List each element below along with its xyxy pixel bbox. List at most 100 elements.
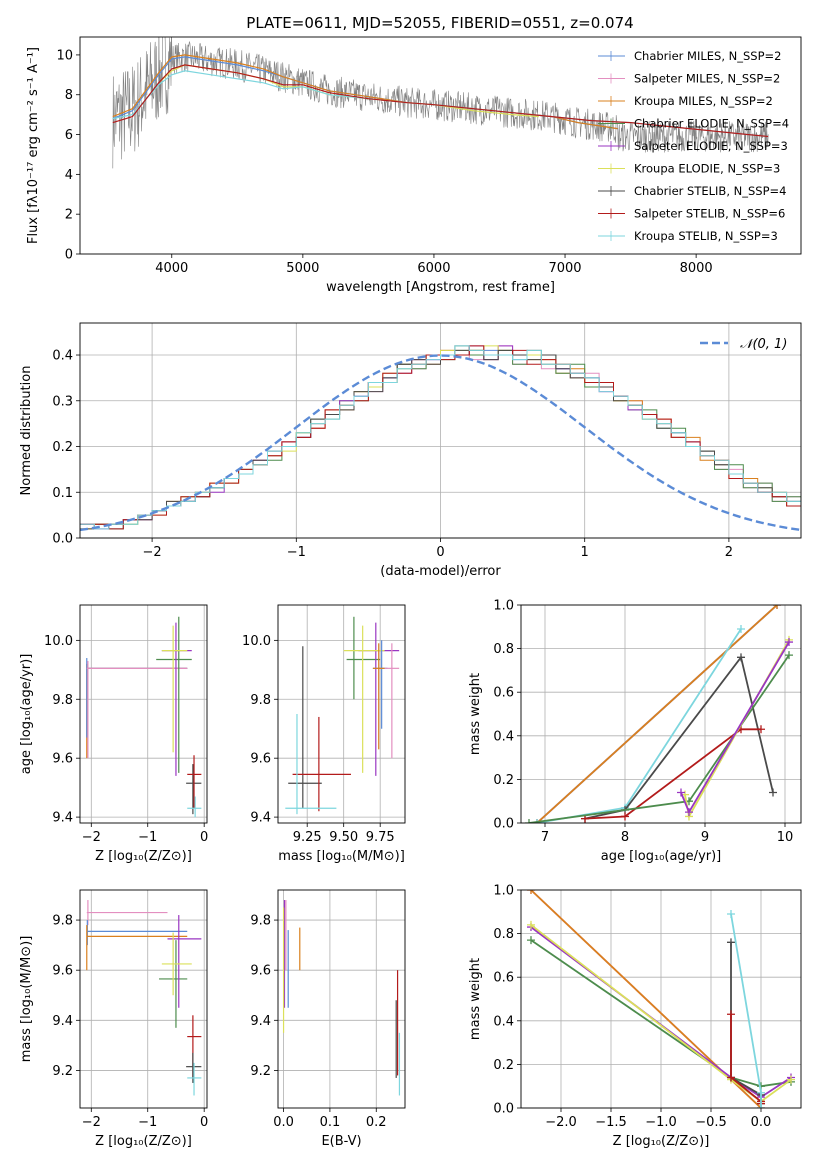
y-tick-label: 0.2 — [493, 1058, 514, 1073]
plot-area — [282, 900, 401, 1096]
point-kroupa-elodie — [161, 625, 188, 753]
gridlines — [80, 605, 207, 823]
x-tick-label: 4000 — [155, 261, 188, 276]
marker — [757, 725, 765, 734]
panel-weight-vs-age: 7 8 9 10 0.0 0.2 0.4 0.6 0.8 1.0 age [log₁₀(age/yr… — [468, 599, 802, 864]
histogram-kroupa-stelib — [80, 345, 801, 530]
marker — [737, 624, 745, 633]
y-tick-label: 9.6 — [52, 964, 73, 979]
x-tick-label: 0 — [436, 545, 444, 560]
marker — [785, 651, 793, 660]
panel-mass-vs-EBV: 0.0 0.1 0.2 9.2 9.4 9.6 9.8 E(B-V) — [250, 889, 406, 1149]
line — [530, 939, 792, 1088]
point-chabrier-elodie — [346, 616, 381, 700]
line — [584, 728, 761, 820]
legend-entry: Chabrier MILES, N_SSP=2 — [634, 49, 781, 63]
y-tick-label: 0.6 — [493, 971, 514, 986]
y-tick-label: 0 — [65, 248, 73, 263]
legend-entry: Chabrier STELIB, N_SSP=4 — [634, 184, 786, 198]
x-tick-label: 2 — [725, 545, 733, 560]
marker — [737, 653, 745, 662]
panel-spectrum: 4000 5000 6000 7000 8000 0 2 4 6 8 10 wavelength [A… — [26, 36, 802, 295]
x-tick-label: 9 — [701, 830, 709, 845]
plot-area — [285, 616, 400, 815]
marker — [527, 890, 535, 894]
x-axis-label: (data-model)/error — [380, 564, 501, 579]
legend-entry: 𝒩(0, 1) — [740, 337, 787, 352]
y-axis-label: mass [log₁₀(M/M⊙)] — [19, 936, 34, 1063]
x-tick-label: 7 — [541, 830, 549, 845]
x-tick-label: 0 — [200, 830, 208, 845]
legend: Chabrier MILES, N_SSP=2 Salpeter MILES, N… — [598, 49, 789, 243]
plot-area — [527, 890, 795, 1108]
y-tick-label: 0.6 — [493, 686, 514, 701]
y-tick-label: 9.8 — [52, 914, 73, 929]
panel-residuals: −2 −1 0 1 2 0.0 0.1 0.2 0.3 0.4 (data-model)/error… — [19, 322, 802, 579]
point-kroupa-miles — [86, 925, 188, 971]
point-kroupa-elodie — [161, 932, 192, 996]
marker — [757, 1104, 765, 1108]
x-tick-label: 0.0 — [751, 1115, 772, 1130]
marker — [727, 938, 735, 947]
y-tick-label: 10 — [56, 48, 73, 63]
x-axis-label: Z [log₁₀(Z/Z⊙)] — [95, 1134, 192, 1149]
axes-frame — [277, 889, 406, 1109]
x-tick-label: 0.0 — [273, 1115, 294, 1130]
point-salpeter-stelib — [292, 716, 351, 812]
y-tick-label: 0.0 — [493, 1102, 514, 1117]
marker — [533, 819, 541, 823]
line — [584, 655, 774, 820]
y-tick-label: 0.8 — [493, 642, 514, 657]
line — [536, 605, 778, 823]
legend-entry: Chabrier ELODIE, N_SSP=4 — [634, 117, 789, 131]
x-tick-label: 8000 — [680, 261, 713, 276]
y-tick-label: 0.4 — [493, 1014, 514, 1029]
y-tick-label: 0.4 — [493, 729, 514, 744]
x-tick-label: 7000 — [548, 261, 581, 276]
axes-frame — [79, 604, 208, 824]
point-kroupa-stelib — [187, 796, 202, 818]
x-tick-label: 1 — [581, 545, 589, 560]
y-tick-label: 0.2 — [52, 440, 73, 455]
x-tick-label: 6000 — [417, 261, 450, 276]
point-salpeter-stelib — [187, 755, 202, 809]
y-tick-label: 9.6 — [250, 964, 271, 979]
y-tick-label: 9.4 — [250, 811, 271, 826]
series-kroupa-stelib — [727, 909, 765, 1108]
marker — [621, 812, 629, 821]
x-tick-label: −2 — [143, 545, 162, 560]
x-axis-label: mass [log₁₀(M/M⊙)] — [278, 849, 405, 864]
y-tick-label: 0.1 — [52, 486, 73, 501]
y-tick-label: 0.0 — [493, 817, 514, 832]
axes-frame — [79, 889, 208, 1109]
series-salpeter-stelib — [581, 725, 765, 823]
line — [528, 654, 790, 823]
axes-frame — [277, 604, 406, 824]
marker — [525, 819, 533, 823]
y-tick-label: 8 — [65, 88, 73, 103]
panel-mass-vs-Z: −2 −1 0 9.2 9.4 9.6 9.8 Z [log₁₀(Z/Z⊙)] mass [lo… — [19, 889, 208, 1149]
y-tick-label: 9.6 — [52, 752, 73, 767]
line — [730, 1014, 762, 1104]
legend-entry: Kroupa ELODIE, N_SSP=3 — [634, 162, 780, 176]
plot-area — [112, 37, 769, 169]
y-tick-label: 9.2 — [52, 1064, 73, 1079]
series-chabrier-elodie — [525, 651, 793, 823]
y-tick-label: 4 — [65, 168, 73, 183]
series-chabrier-stelib — [581, 653, 777, 823]
gridlines — [521, 889, 801, 1109]
x-tick-label: −2.0 — [545, 1115, 577, 1130]
y-axis-label: age [log₁₀(age/yr)] — [19, 654, 34, 775]
x-tick-label: −1 — [287, 545, 306, 560]
y-axis-label: mass weight — [468, 958, 483, 1040]
x-tick-label: 9.50 — [329, 830, 358, 845]
point-chabrier-miles — [86, 920, 188, 946]
point-kroupa-miles — [86, 663, 188, 759]
marker — [727, 1073, 735, 1082]
x-tick-label: 9.25 — [293, 830, 322, 845]
x-tick-label: 9.75 — [366, 830, 395, 845]
marker — [785, 638, 793, 647]
y-tick-label: 9.4 — [250, 1014, 271, 1029]
legend-entry: Kroupa MILES, N_SSP=2 — [634, 94, 773, 108]
panel-age-vs-Z: −2 −1 0 9.4 9.6 9.8 10.0 Z [log₁₀(Z/Z⊙)] age [lo… — [19, 604, 208, 864]
